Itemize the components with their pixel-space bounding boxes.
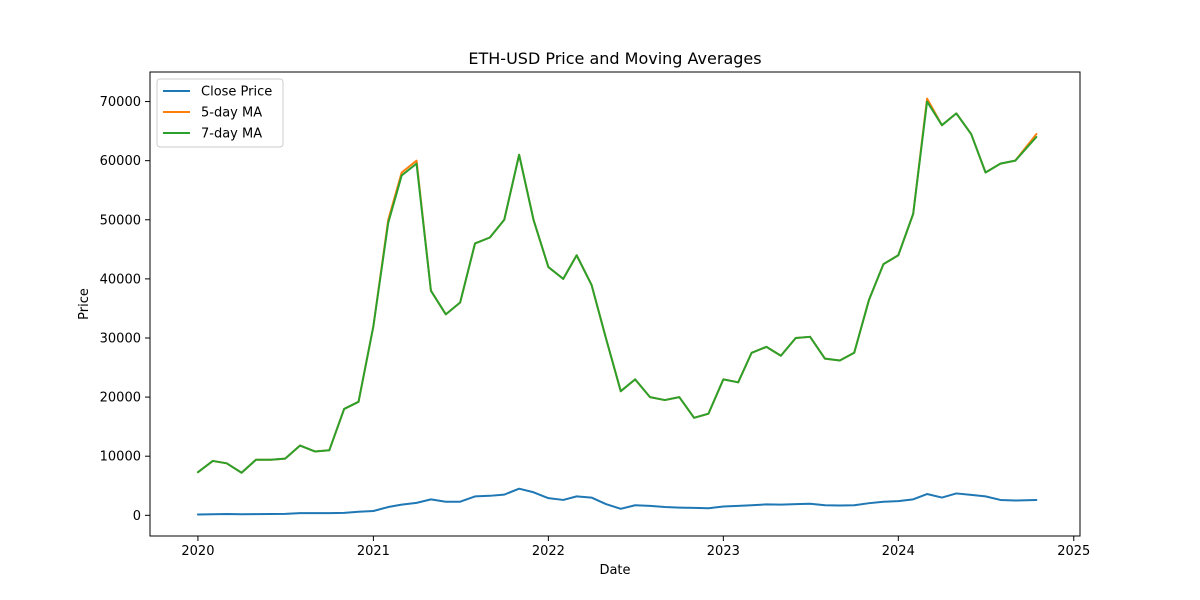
y-tick-label: 10000 [100, 450, 141, 465]
y-tick-label: 40000 [100, 272, 141, 287]
y-tick-label: 70000 [100, 95, 141, 110]
x-tick-label: 2020 [181, 544, 214, 559]
x-tick-label: 2021 [357, 544, 390, 559]
y-tick-label: 0 [133, 509, 141, 524]
chart-title: ETH-USD Price and Moving Averages [468, 49, 761, 68]
x-axis-label: Date [599, 563, 630, 578]
x-tick-label: 2022 [532, 544, 565, 559]
y-axis: 0 10000 20000 30000 40000 50000 60000 70000 [100, 95, 150, 524]
plot-area [196, 97, 1038, 516]
legend-entry: Close Price [201, 85, 272, 100]
y-tick-label: 50000 [100, 213, 141, 228]
y-tick-label: 30000 [100, 331, 141, 346]
y-tick-label: 60000 [100, 154, 141, 169]
legend: Close Price 5-day MA 7-day MA [156, 78, 284, 148]
x-axis: 2020 2021 2022 2023 2024 2025 [181, 536, 1090, 559]
plot-frame [149, 71, 1081, 537]
series-line-7-day-ma [196, 100, 1038, 474]
y-tick-label: 20000 [100, 391, 141, 406]
series-line-close-price [196, 487, 1038, 516]
legend-entry: 5-day MA [201, 106, 262, 121]
y-axis-label: Price [77, 288, 92, 320]
series-line-5-day-ma [196, 97, 1038, 474]
x-tick-label: 2023 [707, 544, 740, 559]
x-tick-label: 2024 [882, 544, 915, 559]
legend-entry: 7-day MA [201, 127, 262, 142]
x-tick-label: 2025 [1057, 544, 1090, 559]
legend-box [156, 78, 284, 148]
